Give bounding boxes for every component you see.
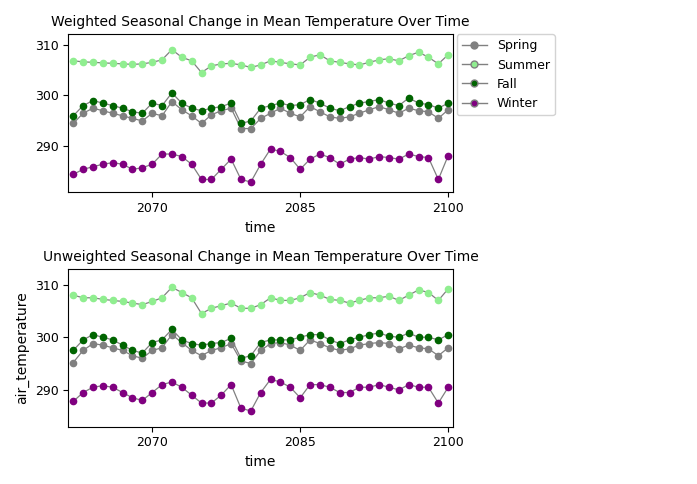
- Legend: Spring, Summer, Fall, Winter: Spring, Summer, Fall, Winter: [457, 34, 555, 115]
- Title: Unweighted Seasonal Change in Mean Temperature Over Time: Unweighted Seasonal Change in Mean Tempe…: [43, 249, 479, 263]
- X-axis label: time: time: [245, 221, 277, 235]
- Y-axis label: air_temperature: air_temperature: [15, 291, 29, 404]
- Title: Weighted Seasonal Change in Mean Temperature Over Time: Weighted Seasonal Change in Mean Tempera…: [52, 15, 470, 29]
- X-axis label: time: time: [245, 455, 277, 469]
